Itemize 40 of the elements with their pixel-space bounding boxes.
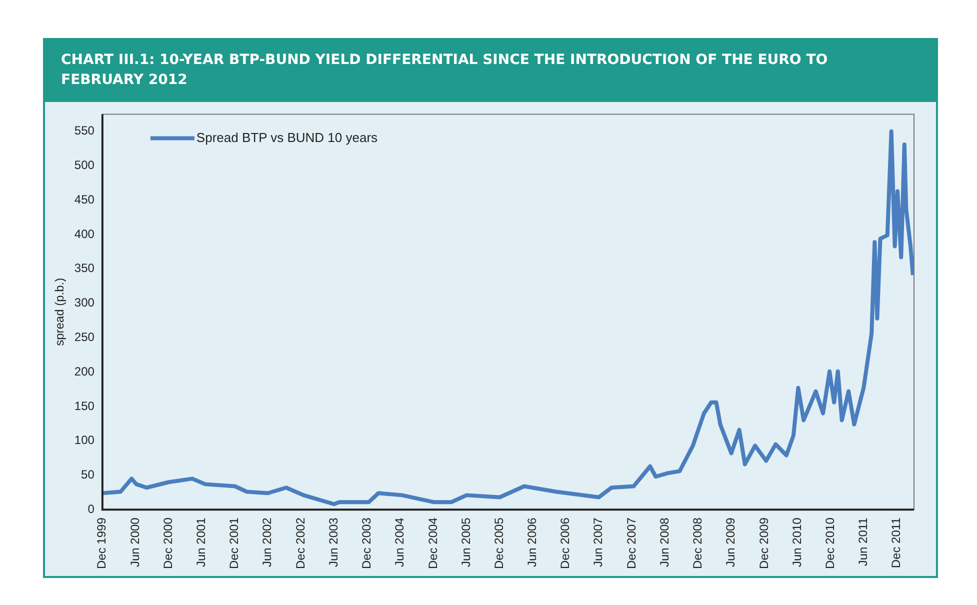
y-tick-label: 50 [81,468,95,482]
x-tick-label: Jun 2007 [591,517,606,568]
x-tick-label: Jun 2009 [724,517,738,568]
x-tick-label: Jun 2011 [856,517,870,566]
x-tick-label: Jun 2006 [524,517,539,568]
x-tick-label: Dec 2002 [293,517,308,570]
x-tick-label: Jun 2002 [260,517,274,568]
x-tick-label: Dec 2006 [558,517,572,570]
x-tick-label: Dec 2007 [624,517,638,570]
chart-title: CHART III.1: 10-YEAR BTP-BUND YIELD DIFFERENTIAL SINCE THE INTRODUCTION OF THE EURO TO FEBRUARY 2012 [45,40,936,102]
x-tick-label: Dec 2009 [756,517,771,570]
x-tick-label: Dec 2003 [360,517,374,570]
x-tick-label: Dec 1999 [94,517,109,570]
x-tick-label: Dec 2004 [426,517,440,570]
y-tick-label: 150 [74,398,95,413]
x-tick-label: Dec 2008 [690,517,705,570]
y-tick-label: 200 [74,364,95,378]
x-tick-label: Jun 2010 [790,517,804,568]
y-tick-label: 100 [74,433,95,448]
y-tick-label: 350 [74,261,95,276]
x-tick-label: Jun 2000 [128,517,142,568]
x-tick-label: Dec 2010 [822,517,837,570]
x-tick-label: Jun 2004 [392,517,407,568]
y-tick-label: 250 [74,330,95,344]
y-tick-label: 500 [74,158,95,172]
x-tick-label: Jun 2008 [657,517,672,568]
y-tick-label: 300 [74,296,95,310]
x-tick-label: Dec 2000 [161,517,176,570]
x-tick-label: Dec 2005 [492,517,506,570]
x-tick-label: Jun 2003 [326,517,340,568]
legend-label: Spread BTP vs BUND 10 years [196,130,378,145]
y-tick-label: 550 [74,124,95,138]
x-tick-label: Dec 2001 [227,517,242,570]
y-tick-label: 400 [74,226,95,241]
x-tick-label: Dec 2011 [889,517,904,568]
x-tick-label: Jun 2001 [194,517,208,568]
y-tick-label: 450 [74,192,95,206]
y-tick-label: 0 [88,502,95,516]
x-tick-label: Jun 2005 [458,517,473,568]
y-axis-title: spread (p.b.) [52,278,67,346]
